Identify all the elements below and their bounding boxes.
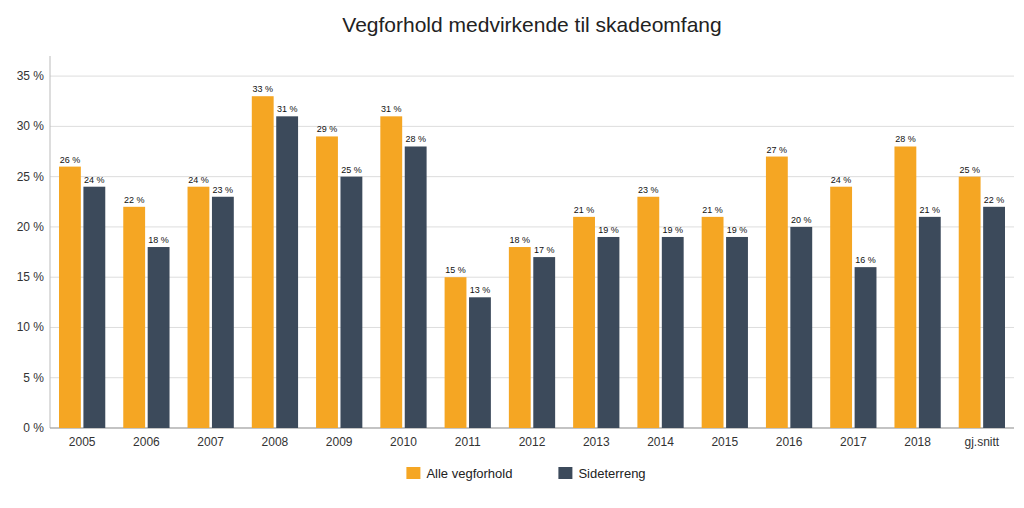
data-label: 29 %	[317, 124, 338, 134]
bar	[123, 207, 145, 428]
bar	[959, 177, 981, 428]
x-tick-label: gj.snitt	[965, 435, 1000, 449]
bar	[830, 187, 852, 428]
bars	[59, 96, 1005, 428]
x-tick-label: 2016	[776, 435, 803, 449]
data-label: 31 %	[381, 104, 402, 114]
bar	[405, 146, 427, 428]
legend-entry: Alle vegforhold	[426, 466, 512, 481]
legend-swatch	[406, 467, 420, 479]
x-tick-label: 2011	[455, 435, 481, 449]
data-label: 17 %	[534, 245, 555, 255]
x-tick-label: 2007	[197, 435, 224, 449]
x-tick-label: 2013	[583, 435, 610, 449]
y-tick-label: 20 %	[17, 220, 45, 234]
data-label: 18 %	[148, 235, 169, 245]
bar	[598, 237, 620, 428]
y-tick-label: 5 %	[23, 371, 44, 385]
y-tick-label: 15 %	[17, 270, 45, 284]
data-label: 21 %	[574, 205, 595, 215]
data-label: 13 %	[470, 285, 491, 295]
bar	[894, 146, 916, 428]
bar	[855, 267, 877, 428]
bar	[212, 197, 234, 428]
x-tick-label: 2014	[647, 435, 674, 449]
data-label: 27 %	[767, 145, 788, 155]
grid-line	[50, 76, 1014, 77]
bar	[573, 217, 595, 428]
bar	[83, 187, 105, 428]
data-label: 33 %	[252, 84, 273, 94]
data-label: 24 %	[188, 175, 209, 185]
y-tick-label: 35 %	[17, 69, 45, 83]
x-tick-label: 2018	[904, 435, 931, 449]
data-label: 23 %	[213, 185, 234, 195]
data-label: 19 %	[662, 225, 683, 235]
bar	[445, 277, 467, 428]
bar	[380, 116, 402, 428]
bar	[509, 247, 531, 428]
data-label: 22 %	[124, 195, 145, 205]
bar	[702, 217, 724, 428]
bar	[59, 167, 81, 428]
chart: Vegforhold medvirkende til skadeomfang 0 …	[0, 0, 1024, 508]
data-label: 25 %	[341, 165, 362, 175]
legend-swatch	[558, 467, 572, 479]
grid	[50, 76, 1014, 428]
data-label: 19 %	[598, 225, 619, 235]
y-tick-label: 30 %	[17, 119, 45, 133]
x-tick-label: 2012	[519, 435, 546, 449]
data-label: 18 %	[510, 235, 531, 245]
bar	[919, 217, 941, 428]
x-tick-label: 2010	[390, 435, 417, 449]
y-tick-label: 10 %	[17, 320, 45, 334]
x-tick-label: 2017	[840, 435, 867, 449]
data-label: 24 %	[831, 175, 852, 185]
bar	[469, 297, 491, 428]
x-tick-label: 2005	[69, 435, 96, 449]
bar	[726, 237, 748, 428]
title: Vegforhold medvirkende til skadeomfang	[342, 13, 721, 36]
y-axis-line	[50, 56, 51, 428]
data-label: 19 %	[727, 225, 748, 235]
data-label: 28 %	[405, 134, 426, 144]
legend: Alle vegforhold Sideterreng	[406, 466, 645, 481]
bar	[533, 257, 555, 428]
data-label: 15 %	[445, 265, 466, 275]
data-label: 28 %	[895, 134, 916, 144]
bar	[316, 136, 338, 428]
bar	[252, 96, 274, 428]
bar	[148, 247, 170, 428]
data-label: 23 %	[638, 185, 659, 195]
y-tick-label: 0 %	[23, 421, 44, 435]
data-label: 25 %	[959, 165, 980, 175]
data-label: 31 %	[277, 104, 298, 114]
x-tick-label: 2015	[711, 435, 738, 449]
data-label: 21 %	[920, 205, 941, 215]
bar	[790, 227, 812, 428]
data-label: 24 %	[84, 175, 105, 185]
bar	[766, 157, 788, 428]
data-labels: 26 % 22 % 24 % 33 % 29 % 31 % 15 % 18 % 21 % 23 %…	[60, 84, 1005, 295]
data-label: 20 %	[791, 215, 812, 225]
y-tick-label: 25 %	[17, 170, 45, 184]
legend-entry: Sideterreng	[578, 466, 645, 481]
x-tick-label: 2008	[262, 435, 289, 449]
x-tick-label: 2009	[326, 435, 353, 449]
data-label: 21 %	[702, 205, 723, 215]
bar	[340, 177, 362, 428]
data-label: 16 %	[855, 255, 876, 265]
x-tick-label: 2006	[133, 435, 160, 449]
data-label: 22 %	[984, 195, 1005, 205]
bar	[983, 207, 1005, 428]
bar	[276, 116, 298, 428]
bar	[188, 187, 210, 428]
bar	[637, 197, 659, 428]
grid-line	[50, 126, 1014, 127]
data-label: 26 %	[60, 155, 81, 165]
page: {"chart_data": { "type": "bar", "title":…	[0, 0, 1024, 508]
bar	[662, 237, 684, 428]
